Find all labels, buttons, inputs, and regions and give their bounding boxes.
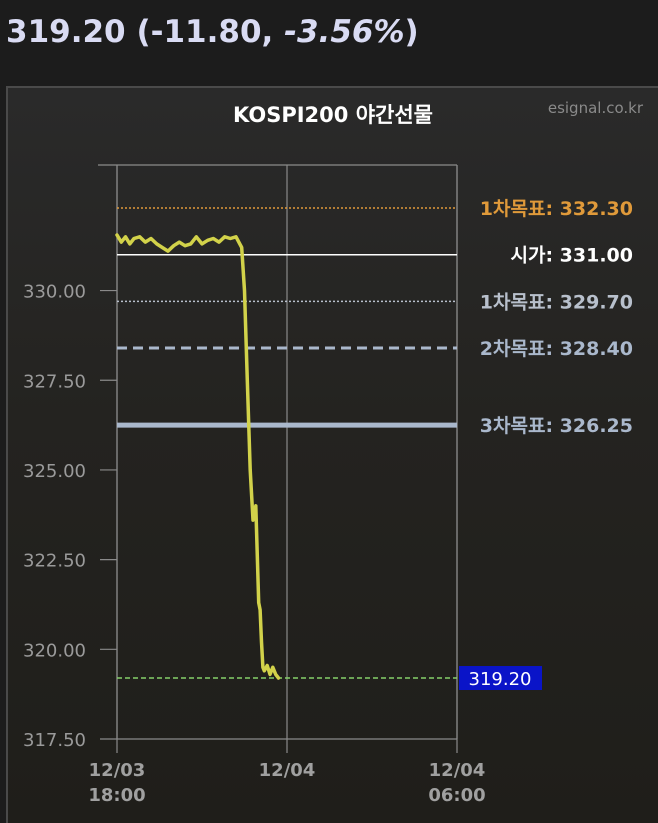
reference-label: 시가: 331.00	[511, 245, 634, 267]
last-value-badge	[459, 666, 542, 691]
x-tick-label: 18:00	[88, 785, 145, 806]
y-tick-label: 330.00	[23, 282, 86, 303]
y-tick-label: 317.50	[23, 730, 86, 751]
source-watermark: esignal.co.kr	[548, 99, 644, 117]
y-tick-label: 320.00	[23, 640, 86, 661]
reference-label: 3차목표: 326.25	[480, 415, 633, 437]
close-paren: )	[404, 14, 419, 50]
price-quote: 319.20 (-11.80, -3.56%)	[6, 14, 419, 50]
grid	[98, 164, 458, 753]
reference-label: 2차목표: 328.40	[480, 338, 633, 360]
x-tick-label: 12/03	[89, 760, 146, 781]
last-price: 319.20	[6, 14, 126, 50]
price-change-percent: -3.56%	[284, 14, 405, 50]
y-tick-label: 322.50	[23, 551, 86, 572]
chart-title: KOSPI200 야간선물	[233, 103, 433, 127]
y-tick-label: 327.50	[23, 371, 86, 392]
chart-labels: 317.50 320.00 322.50 325.00 327.50 330.00 12/0…	[23, 99, 644, 806]
x-tick-label: 12/04	[429, 760, 486, 781]
chart-panel	[6, 86, 658, 823]
price-series	[115, 233, 281, 680]
reference-lines	[117, 207, 457, 679]
y-tick-label: 325.00	[23, 461, 86, 482]
x-tick-label: 06:00	[428, 785, 485, 806]
reference-label: 1차목표: 332.30	[480, 198, 633, 220]
reference-label: 1차목표: 329.70	[480, 291, 633, 313]
price-change: (-11.80,	[136, 14, 285, 50]
price-line	[115, 233, 281, 680]
last-value-label: 319.20	[469, 669, 532, 690]
x-tick-label: 12/04	[259, 760, 316, 781]
